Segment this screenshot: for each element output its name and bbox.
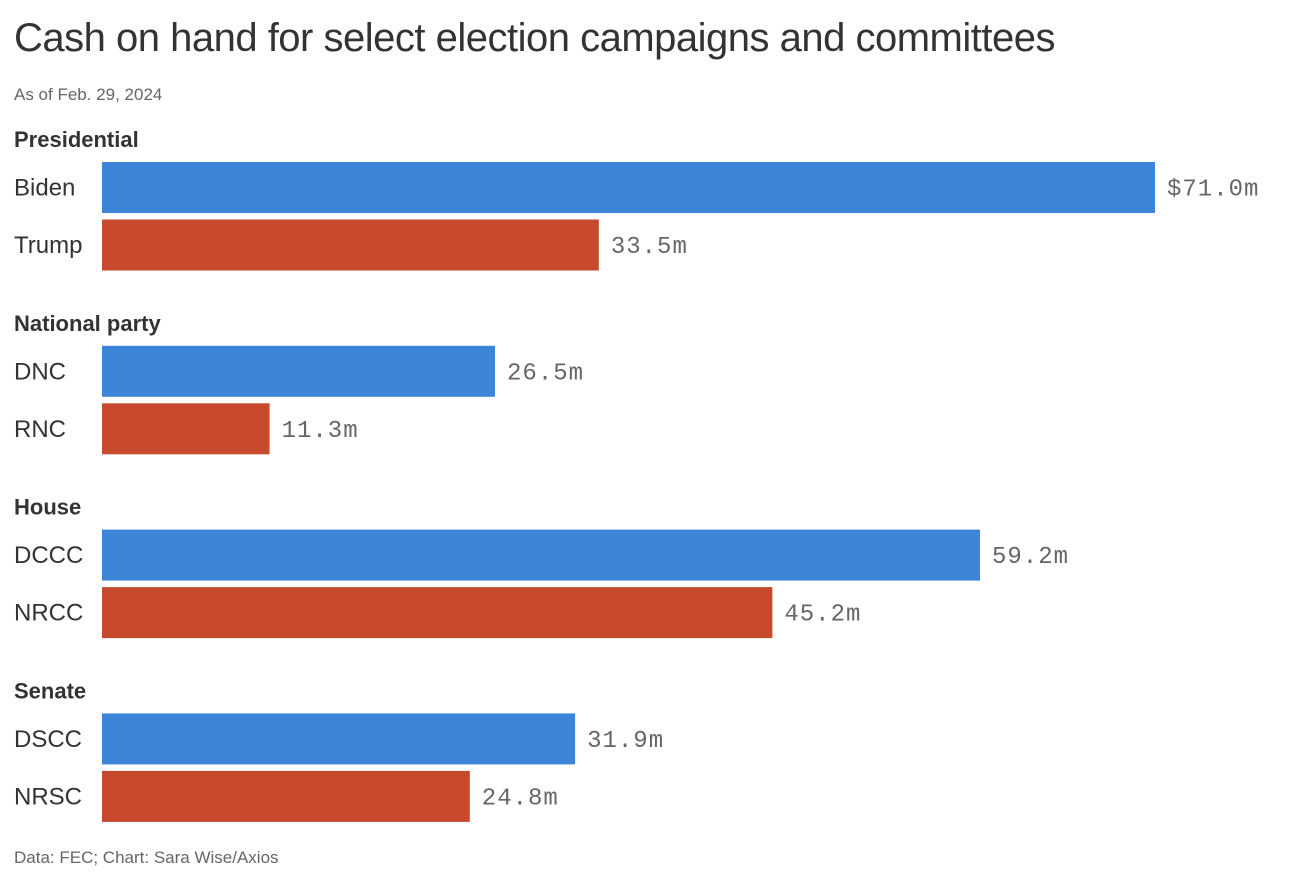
group-presidential: Presidential Biden $71.0m Trump 33.5m	[14, 127, 1259, 271]
value-label-dnc: 26.5m	[507, 360, 584, 387]
group-national-party: National party DNC 26.5m RNC 11.3m	[14, 311, 584, 455]
category-label-nrcc: NRCC	[14, 600, 83, 627]
bar-dnc	[102, 345, 496, 397]
source-credit: Data: FEC; Chart: Sara Wise/Axios	[14, 848, 279, 867]
group-label-senate: Senate	[14, 678, 86, 703]
chart-title: Cash on hand for select election campaig…	[14, 16, 1055, 60]
category-label-rnc: RNC	[14, 416, 66, 443]
group-house: House DCCC 59.2m NRCC 45.2m	[14, 495, 1069, 639]
group-label-presidential: Presidential	[14, 127, 139, 152]
category-label-dnc: DNC	[14, 358, 66, 385]
category-label-nrsc: NRSC	[14, 783, 82, 810]
category-label-dccc: DCCC	[14, 542, 83, 569]
value-label-nrsc: 24.8m	[482, 785, 559, 812]
group-senate: Senate DSCC 31.9m NRSC 24.8m	[14, 678, 664, 822]
group-label-national-party: National party	[14, 311, 161, 336]
category-label-biden: Biden	[14, 175, 75, 202]
value-label-dccc: 59.2m	[992, 544, 1069, 571]
value-label-nrcc: 45.2m	[784, 602, 861, 629]
value-label-rnc: 11.3m	[282, 418, 359, 445]
value-label-trump: 33.5m	[611, 234, 688, 261]
bar-dccc	[102, 529, 980, 581]
bar-trump	[102, 219, 599, 271]
value-label-dscc: 31.9m	[587, 728, 664, 755]
category-label-dscc: DSCC	[14, 726, 82, 753]
bar-nrcc	[102, 587, 773, 639]
bar-dscc	[102, 713, 576, 765]
bar-nrsc	[102, 770, 470, 822]
group-label-house: House	[14, 495, 81, 520]
chart-subtitle: As of Feb. 29, 2024	[14, 85, 163, 104]
value-label-biden: $71.0m	[1167, 177, 1259, 204]
bar-rnc	[102, 403, 270, 455]
category-label-trump: Trump	[14, 232, 82, 259]
bar-biden	[102, 162, 1155, 213]
